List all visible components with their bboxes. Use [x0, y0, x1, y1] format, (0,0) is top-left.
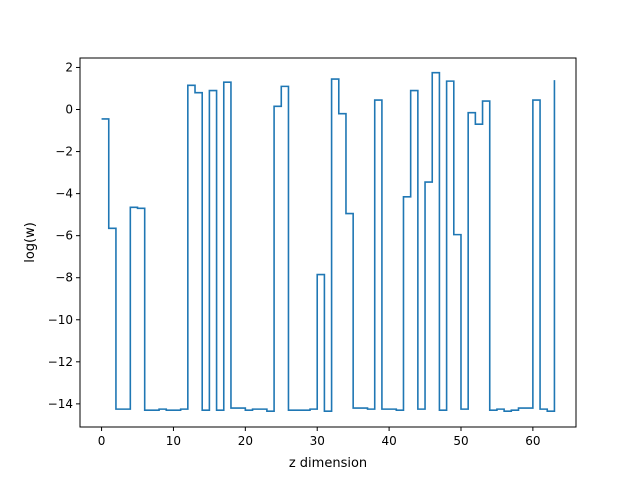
y-tick-label: −4: [55, 187, 73, 201]
x-axis-label: z dimension: [289, 456, 367, 471]
x-tick-label: 20: [238, 434, 253, 448]
y-tick-label: −8: [55, 271, 73, 285]
y-axis-ticks: 2 0 −2 −4 −6 −8 −10 −12 −14: [48, 60, 80, 411]
x-tick-label: 50: [453, 434, 468, 448]
x-tick-label: 0: [98, 434, 106, 448]
series-line-0: [101, 71, 556, 413]
y-tick-label: 0: [65, 103, 73, 117]
y-tick-label: −14: [48, 397, 73, 411]
y-tick-label: −12: [48, 355, 73, 369]
x-tick-label: 40: [381, 434, 396, 448]
x-tick-label: 10: [166, 434, 181, 448]
y-tick-label: −2: [55, 145, 73, 159]
y-tick-label: −10: [48, 313, 73, 327]
y-tick-label: 2: [65, 60, 73, 74]
y-tick-label: −6: [55, 229, 73, 243]
y-axis-label: log(w): [23, 222, 38, 263]
plot-area: [101, 71, 556, 413]
x-tick-label: 60: [525, 434, 540, 448]
x-axis-ticks: 0 10 20 30 40 50 60: [98, 427, 541, 448]
x-tick-label: 30: [310, 434, 325, 448]
axes-frame: [79, 57, 577, 428]
